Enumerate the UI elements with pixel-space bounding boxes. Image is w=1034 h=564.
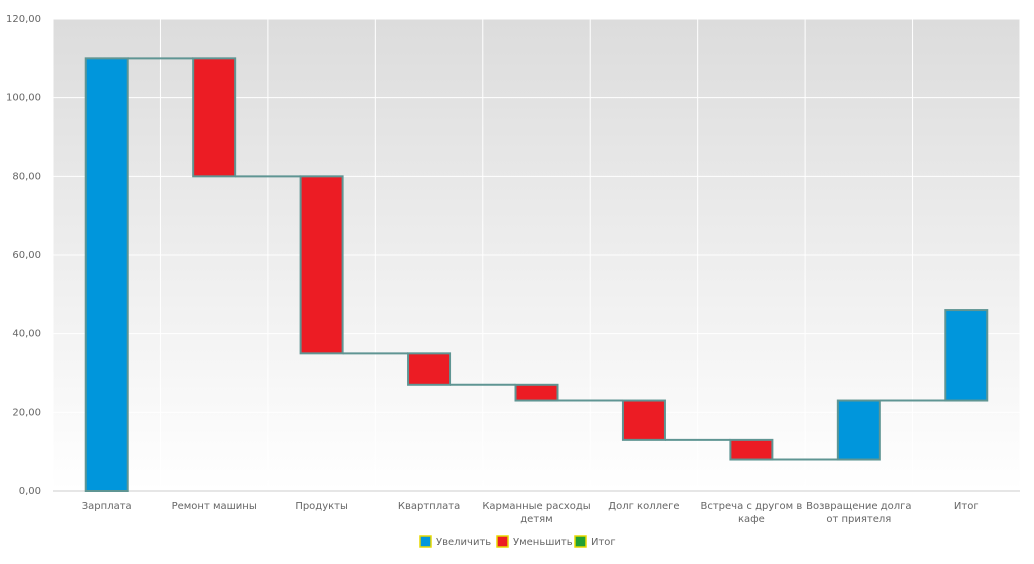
y-tick-label: 60,00 <box>12 250 41 261</box>
bar <box>299 175 344 355</box>
legend-label: Увеличить <box>436 537 491 548</box>
legend-swatch <box>496 535 509 548</box>
bar <box>621 399 666 441</box>
bar <box>836 399 881 461</box>
y-tick-label: 120,00 <box>6 14 41 25</box>
x-tick-label: Продукты <box>295 501 348 512</box>
y-tick-label: 20,00 <box>12 407 41 418</box>
bar <box>514 383 559 402</box>
x-tick-label: Встреча с другом в кафе <box>701 501 803 525</box>
y-tick-label: 0,00 <box>19 486 41 497</box>
bar <box>84 57 129 492</box>
x-tick-label: Карманные расходы детям <box>482 501 590 525</box>
x-tick-label: Квартплата <box>398 501 460 512</box>
x-tick-label: Зарплата <box>82 501 132 512</box>
x-tick-label: Возвращение долга от приятеля <box>806 501 911 525</box>
legend-swatch <box>574 535 587 548</box>
legend-swatch <box>419 535 432 548</box>
legend-label: Итог <box>591 537 616 548</box>
legend-label: Уменьшить <box>513 537 573 548</box>
bar <box>944 309 989 402</box>
y-tick-label: 80,00 <box>12 171 41 182</box>
bar <box>407 352 452 386</box>
x-tick-label: Ремонт машины <box>172 501 257 512</box>
y-tick-label: 40,00 <box>12 329 41 340</box>
x-tick-label: Долг коллеге <box>608 501 679 512</box>
bar <box>192 57 237 178</box>
bar <box>729 438 774 461</box>
x-tick-label: Итог <box>954 501 979 512</box>
y-tick-label: 100,00 <box>6 93 41 104</box>
